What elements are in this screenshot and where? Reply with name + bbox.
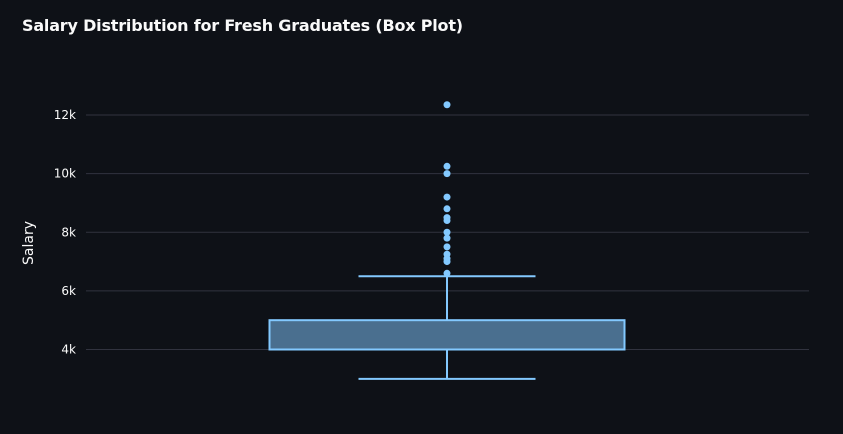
outlier-point[interactable]: [443, 250, 451, 258]
outlier-points[interactable]: [443, 101, 451, 277]
y-tick-label: 8k: [61, 225, 76, 239]
outlier-point[interactable]: [443, 228, 451, 236]
box-plot[interactable]: [268, 275, 626, 380]
y-axis-title: Salary: [21, 221, 37, 265]
outlier-point[interactable]: [443, 205, 451, 213]
outlier-point[interactable]: [443, 269, 451, 277]
outlier-point[interactable]: [443, 170, 451, 178]
y-tick-label: 4k: [61, 343, 76, 357]
outlier-point[interactable]: [443, 162, 451, 170]
outlier-point[interactable]: [443, 234, 451, 242]
y-tick-label: 10k: [54, 167, 76, 181]
iqr-box[interactable]: [268, 319, 626, 351]
y-axis-ticks: 4k 6k 8k 10k 12k: [54, 108, 76, 357]
outlier-point[interactable]: [443, 101, 451, 109]
chart-title: Salary Distribution for Fresh Graduates …: [22, 16, 463, 35]
outlier-point[interactable]: [443, 214, 451, 222]
y-tick-label: 6k: [61, 284, 76, 298]
outlier-point[interactable]: [443, 243, 451, 251]
y-tick-label: 12k: [54, 108, 76, 122]
outlier-point[interactable]: [443, 193, 451, 201]
